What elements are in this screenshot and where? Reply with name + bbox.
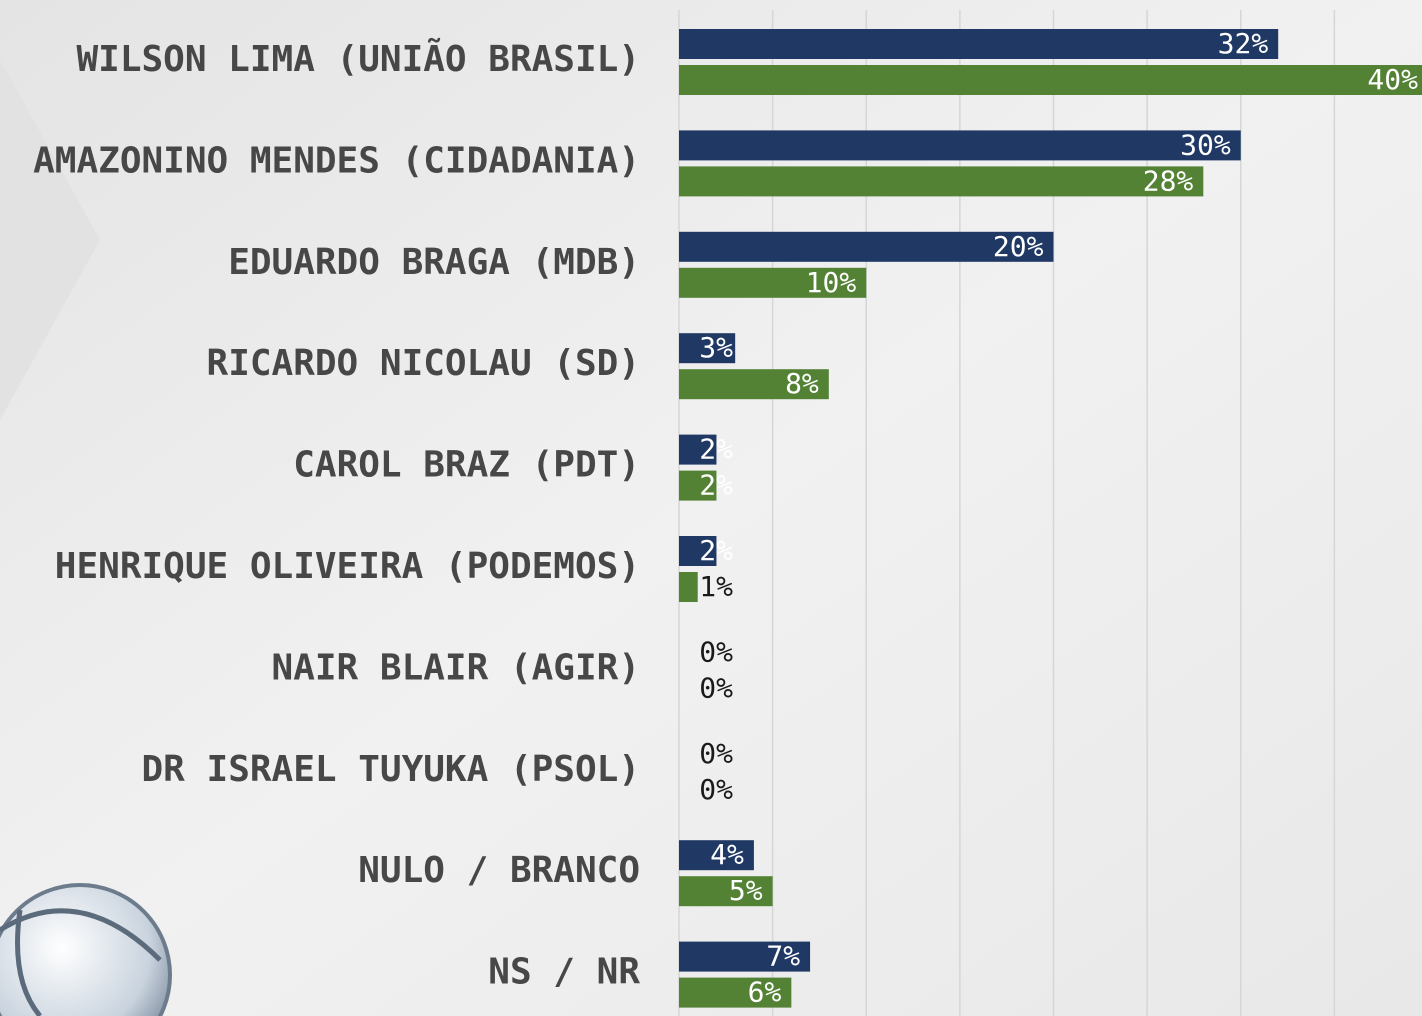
bar (679, 267, 867, 298)
category-label: HENRIQUE OLIVEIRA (PODEMOS) (55, 546, 640, 587)
bar (679, 29, 1279, 59)
bar (679, 65, 1422, 95)
bar (679, 470, 717, 501)
value-label: 10% (806, 266, 857, 299)
category-label: DR ISRAEL TUYUKA (PSOL) (142, 749, 641, 790)
value-label: 32% (1218, 27, 1269, 60)
bar (679, 941, 811, 972)
logo (0, 883, 172, 1016)
value-label: 0% (699, 737, 733, 770)
value-label: 3% (699, 331, 733, 364)
decoration (0, 60, 100, 420)
value-label: 2% (699, 534, 733, 567)
bar (679, 536, 717, 566)
value-label: 5% (729, 874, 763, 907)
bar (679, 231, 1054, 262)
value-label: 4% (710, 838, 744, 871)
bar (679, 876, 773, 907)
bar (679, 333, 736, 364)
category-label: EDUARDO BRAGA (MDB) (228, 242, 640, 283)
value-label: 0% (699, 773, 733, 806)
value-label: 28% (1143, 164, 1194, 197)
value-label: 30% (1180, 128, 1231, 161)
value-label: 2% (699, 469, 733, 502)
bar (679, 977, 792, 1008)
category-label: WILSON LIMA (UNIÃO BRASIL) (76, 38, 640, 80)
value-label: 2% (699, 433, 733, 466)
category-label: RICARDO NICOLAU (SD) (207, 343, 640, 384)
value-label: 1% (699, 570, 733, 603)
bar (679, 130, 1241, 161)
category-label: AMAZONINO MENDES (CIDADANIA) (33, 140, 640, 181)
value-label: 7% (766, 940, 800, 973)
bar (679, 840, 754, 871)
value-label: 40% (1367, 63, 1418, 96)
bar (679, 434, 717, 465)
value-label: 0% (699, 635, 733, 668)
category-label: CAROL BRAZ (PDT) (293, 445, 640, 486)
category-label: NS / NR (488, 952, 640, 993)
bar (679, 166, 1204, 197)
category-label: NULO / BRANCO (358, 850, 640, 891)
bar (679, 369, 829, 400)
value-label: 8% (785, 367, 819, 400)
value-label: 0% (699, 671, 733, 704)
category-label: NAIR BLAIR (AGIR) (272, 647, 640, 688)
plot-area: WILSON LIMA (UNIÃO BRASIL) 32% 40% AMAZONIN… (33, 10, 1422, 1016)
value-label: 6% (748, 976, 782, 1009)
bar (679, 572, 698, 602)
value-label: 20% (993, 230, 1044, 263)
